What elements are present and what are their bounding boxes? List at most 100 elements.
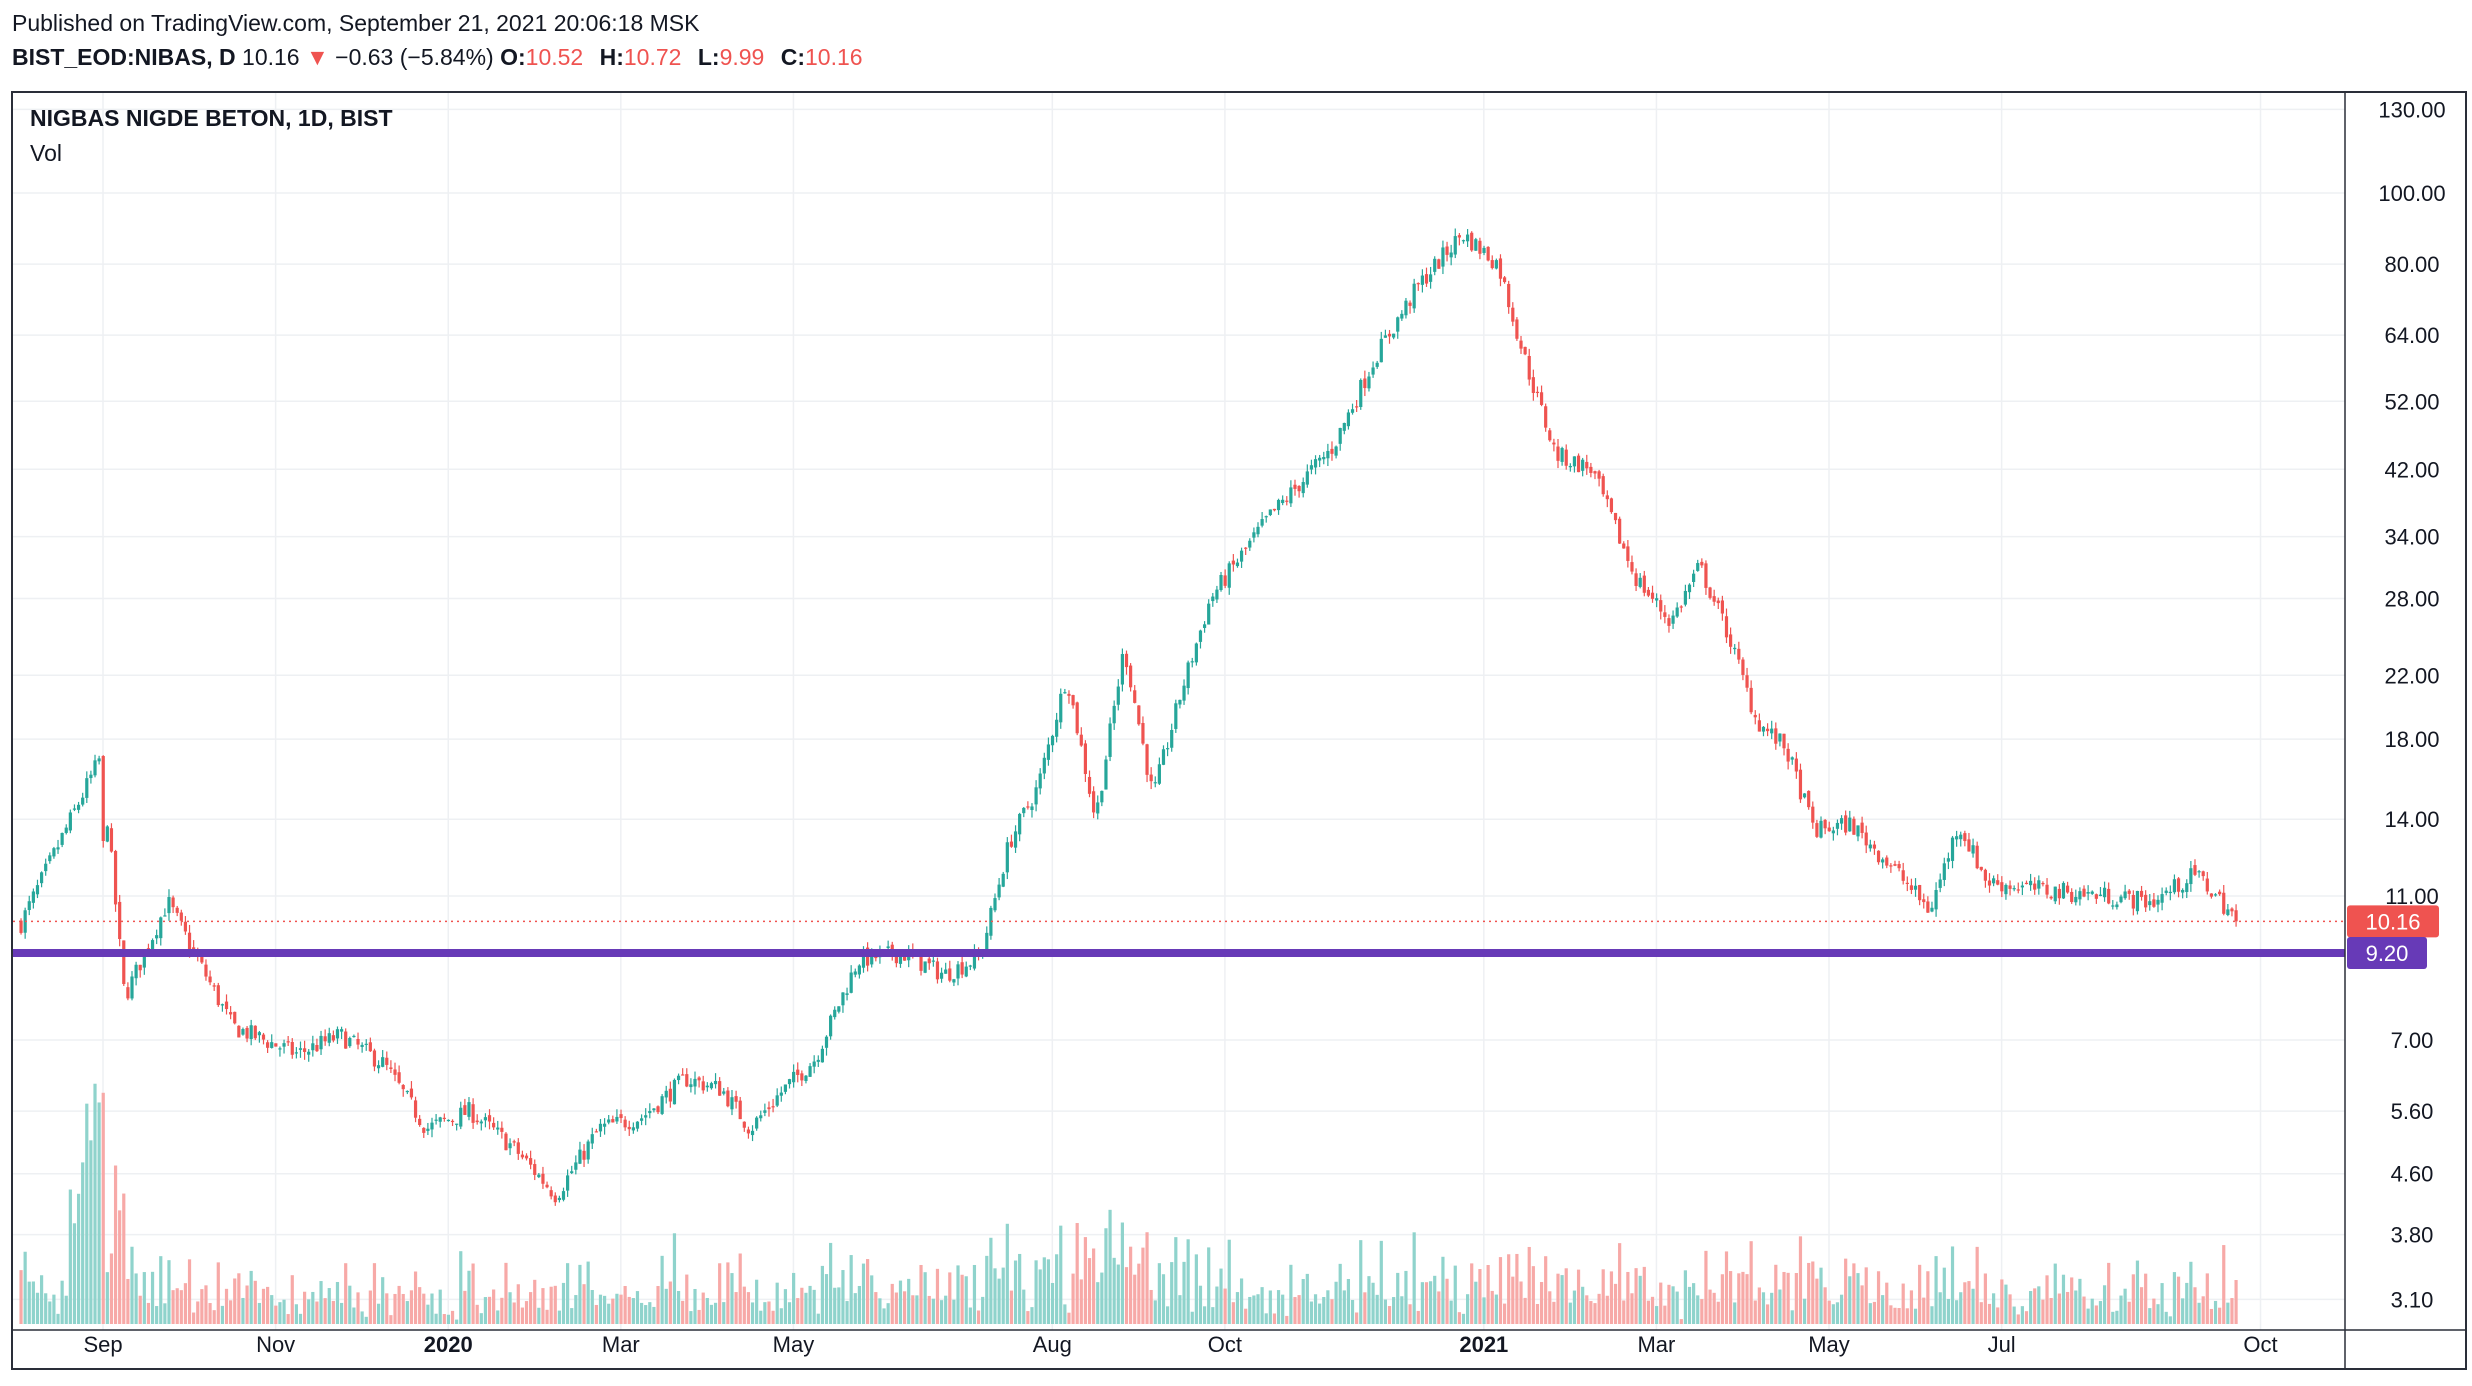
candle-body — [968, 965, 972, 967]
candle-body — [1712, 596, 1716, 602]
candle-body — [886, 946, 890, 949]
volume-bar — [344, 1263, 348, 1324]
volume-bar — [130, 1246, 134, 1324]
candle-body — [1942, 863, 1946, 880]
volume-bar — [619, 1294, 623, 1324]
candle-body — [1745, 675, 1749, 688]
candle-body — [2098, 894, 2103, 896]
volume-bar — [282, 1299, 286, 1324]
candle-body — [1774, 728, 1778, 744]
volume-bar — [1679, 1319, 1683, 1324]
candle-body — [697, 1077, 701, 1081]
volume-bar — [208, 1303, 212, 1324]
volume-bar — [627, 1296, 631, 1324]
candle-body — [1523, 346, 1527, 355]
candle-body — [796, 1069, 800, 1075]
candle-body — [1355, 406, 1359, 408]
candle-body — [237, 1025, 241, 1038]
volume-bar — [1494, 1294, 1498, 1324]
candle-body — [220, 1004, 225, 1006]
volume-bar — [1116, 1264, 1120, 1324]
chart-frame[interactable] — [11, 91, 2467, 1370]
volume-bar — [1729, 1271, 1733, 1324]
candle-body — [1716, 600, 1720, 604]
volume-bar — [1305, 1273, 1309, 1324]
candle-body — [1055, 719, 1059, 737]
volume-bar — [1556, 1273, 1560, 1324]
candle-body — [1918, 885, 1922, 901]
candle-body — [1535, 391, 1540, 394]
volume-bar — [997, 1278, 1001, 1324]
volume-bar — [1474, 1281, 1478, 1324]
candle-body — [1474, 239, 1478, 251]
candle-body — [1708, 587, 1712, 598]
volume-bar — [2144, 1273, 2148, 1324]
candle-body — [726, 1090, 730, 1107]
candle-body — [1223, 575, 1227, 586]
candle-body — [1556, 446, 1560, 461]
candle-body — [1424, 274, 1429, 284]
volume-bar — [915, 1295, 919, 1324]
candle-body — [804, 1075, 808, 1081]
candle-body — [619, 1114, 623, 1119]
candle-body — [2193, 865, 2197, 875]
volume-bar — [233, 1278, 237, 1324]
volume-bar — [2082, 1296, 2086, 1324]
candle-body — [1852, 818, 1856, 835]
high-label: H: — [599, 44, 624, 70]
candle-body — [1959, 834, 1963, 840]
candle-body — [1663, 612, 1667, 617]
candle-body — [1913, 885, 1918, 890]
volume-bar — [1885, 1282, 1889, 1324]
candle-body — [718, 1081, 722, 1096]
candle-body — [537, 1174, 541, 1178]
volume-bar — [1839, 1294, 1844, 1324]
volume-bar — [1576, 1269, 1581, 1324]
candle-body — [426, 1128, 430, 1131]
candle-body — [1626, 546, 1630, 561]
candle-body — [48, 855, 52, 862]
candle-body — [60, 833, 64, 845]
candle-body — [1305, 471, 1309, 485]
candle-body — [1100, 790, 1104, 803]
candle-body — [1285, 500, 1289, 502]
volume-bar — [101, 1092, 105, 1324]
candle-body — [549, 1190, 553, 1197]
volume-bar — [1453, 1265, 1457, 1324]
volume-bar — [1005, 1223, 1009, 1324]
candle-body — [1429, 274, 1433, 282]
volume-bar — [1770, 1292, 1774, 1324]
candle-body — [1256, 526, 1260, 535]
volume-bar — [775, 1282, 779, 1324]
volume-bar — [2012, 1306, 2016, 1324]
volume-bar — [1478, 1269, 1482, 1324]
candle-body — [923, 961, 927, 973]
candle-body — [1396, 317, 1400, 332]
candle-body — [800, 1073, 804, 1081]
volume-bar — [1256, 1294, 1260, 1324]
candle-body — [1383, 335, 1388, 338]
volume-bar — [1798, 1236, 1803, 1324]
close-value: 10.16 — [805, 44, 863, 70]
volume-bar — [1346, 1278, 1351, 1324]
volume-bar — [1100, 1272, 1104, 1324]
volume-bar — [738, 1253, 742, 1324]
candle-body — [833, 1009, 837, 1018]
volume-bar — [1687, 1286, 1692, 1324]
candle-body — [1174, 703, 1178, 729]
volume-bar — [750, 1302, 755, 1324]
candle-body — [500, 1127, 504, 1132]
volume-bar — [187, 1259, 192, 1324]
candle-body — [1622, 543, 1626, 549]
volume-bar — [939, 1300, 944, 1324]
volume-bar — [241, 1297, 245, 1324]
volume-bar — [1219, 1268, 1223, 1324]
candle-body — [1063, 692, 1067, 694]
volume-bar — [561, 1282, 566, 1324]
candle-body — [442, 1117, 446, 1120]
volume-bar — [479, 1313, 483, 1324]
candle-body — [1297, 485, 1301, 492]
volume-bar — [746, 1292, 751, 1324]
candle-body — [2000, 882, 2004, 892]
